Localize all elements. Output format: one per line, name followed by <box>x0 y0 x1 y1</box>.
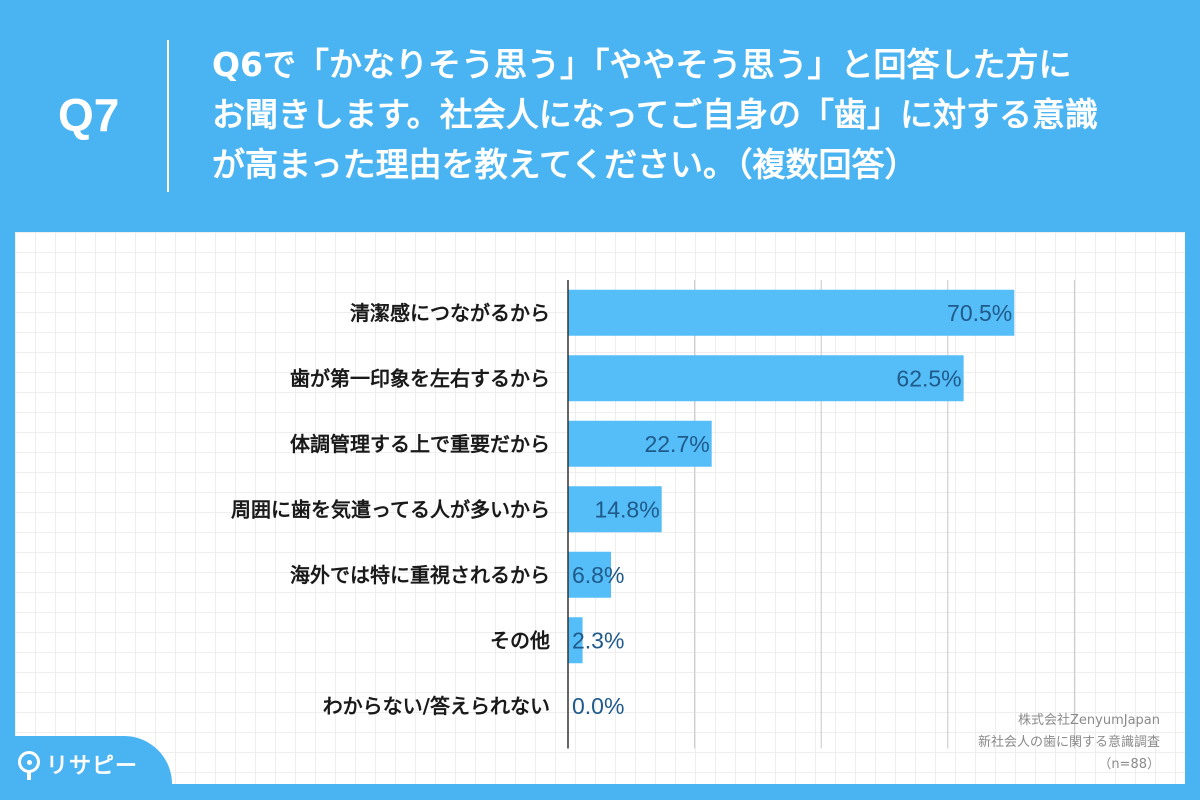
category-label: その他 <box>490 628 550 652</box>
category-label: 清潔感につながるから <box>350 301 550 325</box>
value-label: 62.5% <box>896 365 961 391</box>
value-label: 22.7% <box>644 431 709 457</box>
category-label: 海外では特に重視されるから <box>290 563 550 587</box>
logo-text: リサピー <box>46 754 139 779</box>
question-text: Q6で「かなりそう思う」「ややそう思う」と回答した方に お聞きします。社会人にな… <box>212 45 1099 184</box>
credit-company: 株式会社ZenyumJapan <box>1018 713 1160 728</box>
header: Q7 Q6で「かなりそう思う」「ややそう思う」と回答した方に お聞きします。社会… <box>0 0 1200 232</box>
credit-survey: 新社会人の歯に関する意識調査 <box>977 735 1160 750</box>
value-label: 2.3% <box>572 627 624 653</box>
logo: リサピー <box>0 736 172 800</box>
category-label: 周囲に歯を気遣ってる人が多いから <box>231 497 550 521</box>
chart-panel: 清潔感につながるから 70.5% 歯が第一印象を左右するから 62.5% 体調管理する上… <box>15 232 1185 784</box>
bar-chart: 清潔感につながるから 70.5% 歯が第一印象を左右するから 62.5% 体調管理する上… <box>231 280 1075 749</box>
value-label: 14.8% <box>594 496 659 522</box>
bar <box>568 617 583 664</box>
bar <box>568 289 1015 336</box>
bar <box>568 420 712 467</box>
value-label: 0.0% <box>572 693 624 719</box>
category-label: 歯が第一印象を左右するから <box>290 366 550 390</box>
bar <box>568 551 612 598</box>
location-pin-stem <box>27 772 31 780</box>
question-number: Q7 <box>58 89 120 141</box>
source-credit: 株式会社ZenyumJapan 新社会人の歯に関する意識調査 （n=88） <box>978 710 1160 776</box>
credit-sample-size: （n=88） <box>1098 757 1160 772</box>
value-label: 6.8% <box>572 562 624 588</box>
category-label: 体調管理する上で重要だから <box>290 432 550 456</box>
bar <box>568 355 964 402</box>
bar <box>568 486 662 533</box>
location-pin-icon <box>18 751 40 773</box>
value-label: 70.5% <box>947 300 1012 326</box>
header-divider <box>167 40 169 192</box>
category-label: わからない/答えられない <box>323 694 550 718</box>
